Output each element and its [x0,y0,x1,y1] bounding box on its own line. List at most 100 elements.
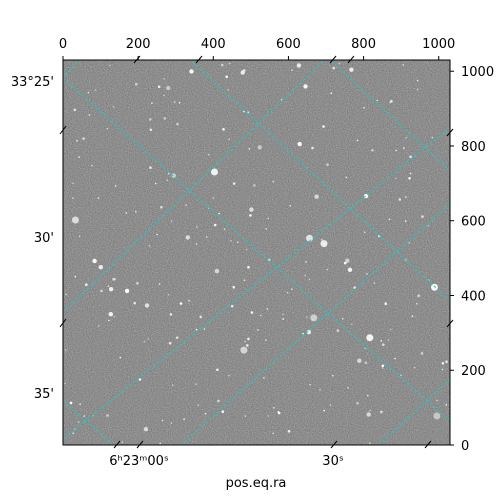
star [250,311,254,314]
star [108,287,114,292]
star [79,403,81,406]
star [282,313,284,316]
star [326,163,329,166]
star [310,314,318,322]
star [306,234,313,242]
star [107,285,110,287]
star [357,358,362,363]
star [364,347,367,350]
star [228,138,230,141]
star [257,329,259,331]
star [287,430,291,433]
top-axis-tick-label: 600 [276,37,301,52]
star [289,205,292,207]
star [380,340,383,342]
star [356,401,359,405]
star [436,399,438,402]
star [409,172,412,175]
star [64,349,67,351]
star [112,106,115,108]
star [161,419,164,422]
ra-axis-label: pos.eq.ra [226,476,287,491]
star [78,235,81,238]
star [433,412,441,420]
star [247,265,250,269]
plot-frame [62,59,451,446]
star [243,279,246,282]
star [441,362,445,365]
star [232,182,236,185]
star [72,432,74,435]
star [402,63,405,66]
star [173,101,176,103]
star [306,316,308,318]
star [236,241,239,244]
star [97,325,100,327]
star [408,177,411,180]
star [138,378,142,381]
star [106,127,109,130]
star [312,318,314,321]
star-field [64,62,448,445]
star [347,387,350,389]
star [373,282,376,284]
star [387,339,390,341]
star [144,303,150,308]
star [163,78,165,80]
star [244,340,246,343]
star [149,128,153,132]
star [119,356,122,359]
star [395,177,397,180]
grid-line [378,378,450,445]
star [83,415,85,417]
star [382,343,385,347]
star [108,319,110,322]
star [207,153,210,156]
star [405,136,408,139]
top-axis-tick-label: 1000 [422,37,455,52]
star [225,75,228,79]
star [341,317,344,320]
star [109,64,111,67]
star [314,194,319,199]
star [332,374,334,377]
star [349,67,354,72]
star [85,283,88,287]
star [74,275,77,278]
star [388,218,391,221]
star [381,367,384,369]
star [213,223,217,227]
star [100,289,103,293]
star [297,141,302,147]
star [72,197,74,199]
star [114,185,117,187]
star [247,111,249,114]
star [319,388,321,391]
star [134,82,138,86]
bottom-ra-axis: 6ʰ23ᵐ00ˢ 30ˢ pos.eq.ra [109,55,454,491]
star [185,204,187,206]
star [189,69,194,74]
star [121,441,124,444]
right-axis-tick-label: 1000 [461,65,494,80]
grid-line [63,399,114,445]
ra-tick-label: 6ʰ23ᵐ00ˢ [109,454,169,469]
star [343,261,347,265]
star [413,366,416,369]
right-axis-tick-label: 600 [461,215,486,230]
star [158,283,161,285]
star [416,302,418,305]
star [185,235,190,240]
right-axis-tick-label: 200 [461,364,486,379]
top-pixel-axis: 0 200 400 600 800 1000 [59,37,455,60]
star [329,404,332,406]
star [171,173,176,178]
star [167,172,170,175]
star [212,197,214,199]
star [94,89,97,91]
star [136,282,139,285]
star [321,239,323,241]
star [218,212,220,215]
star [398,198,402,201]
